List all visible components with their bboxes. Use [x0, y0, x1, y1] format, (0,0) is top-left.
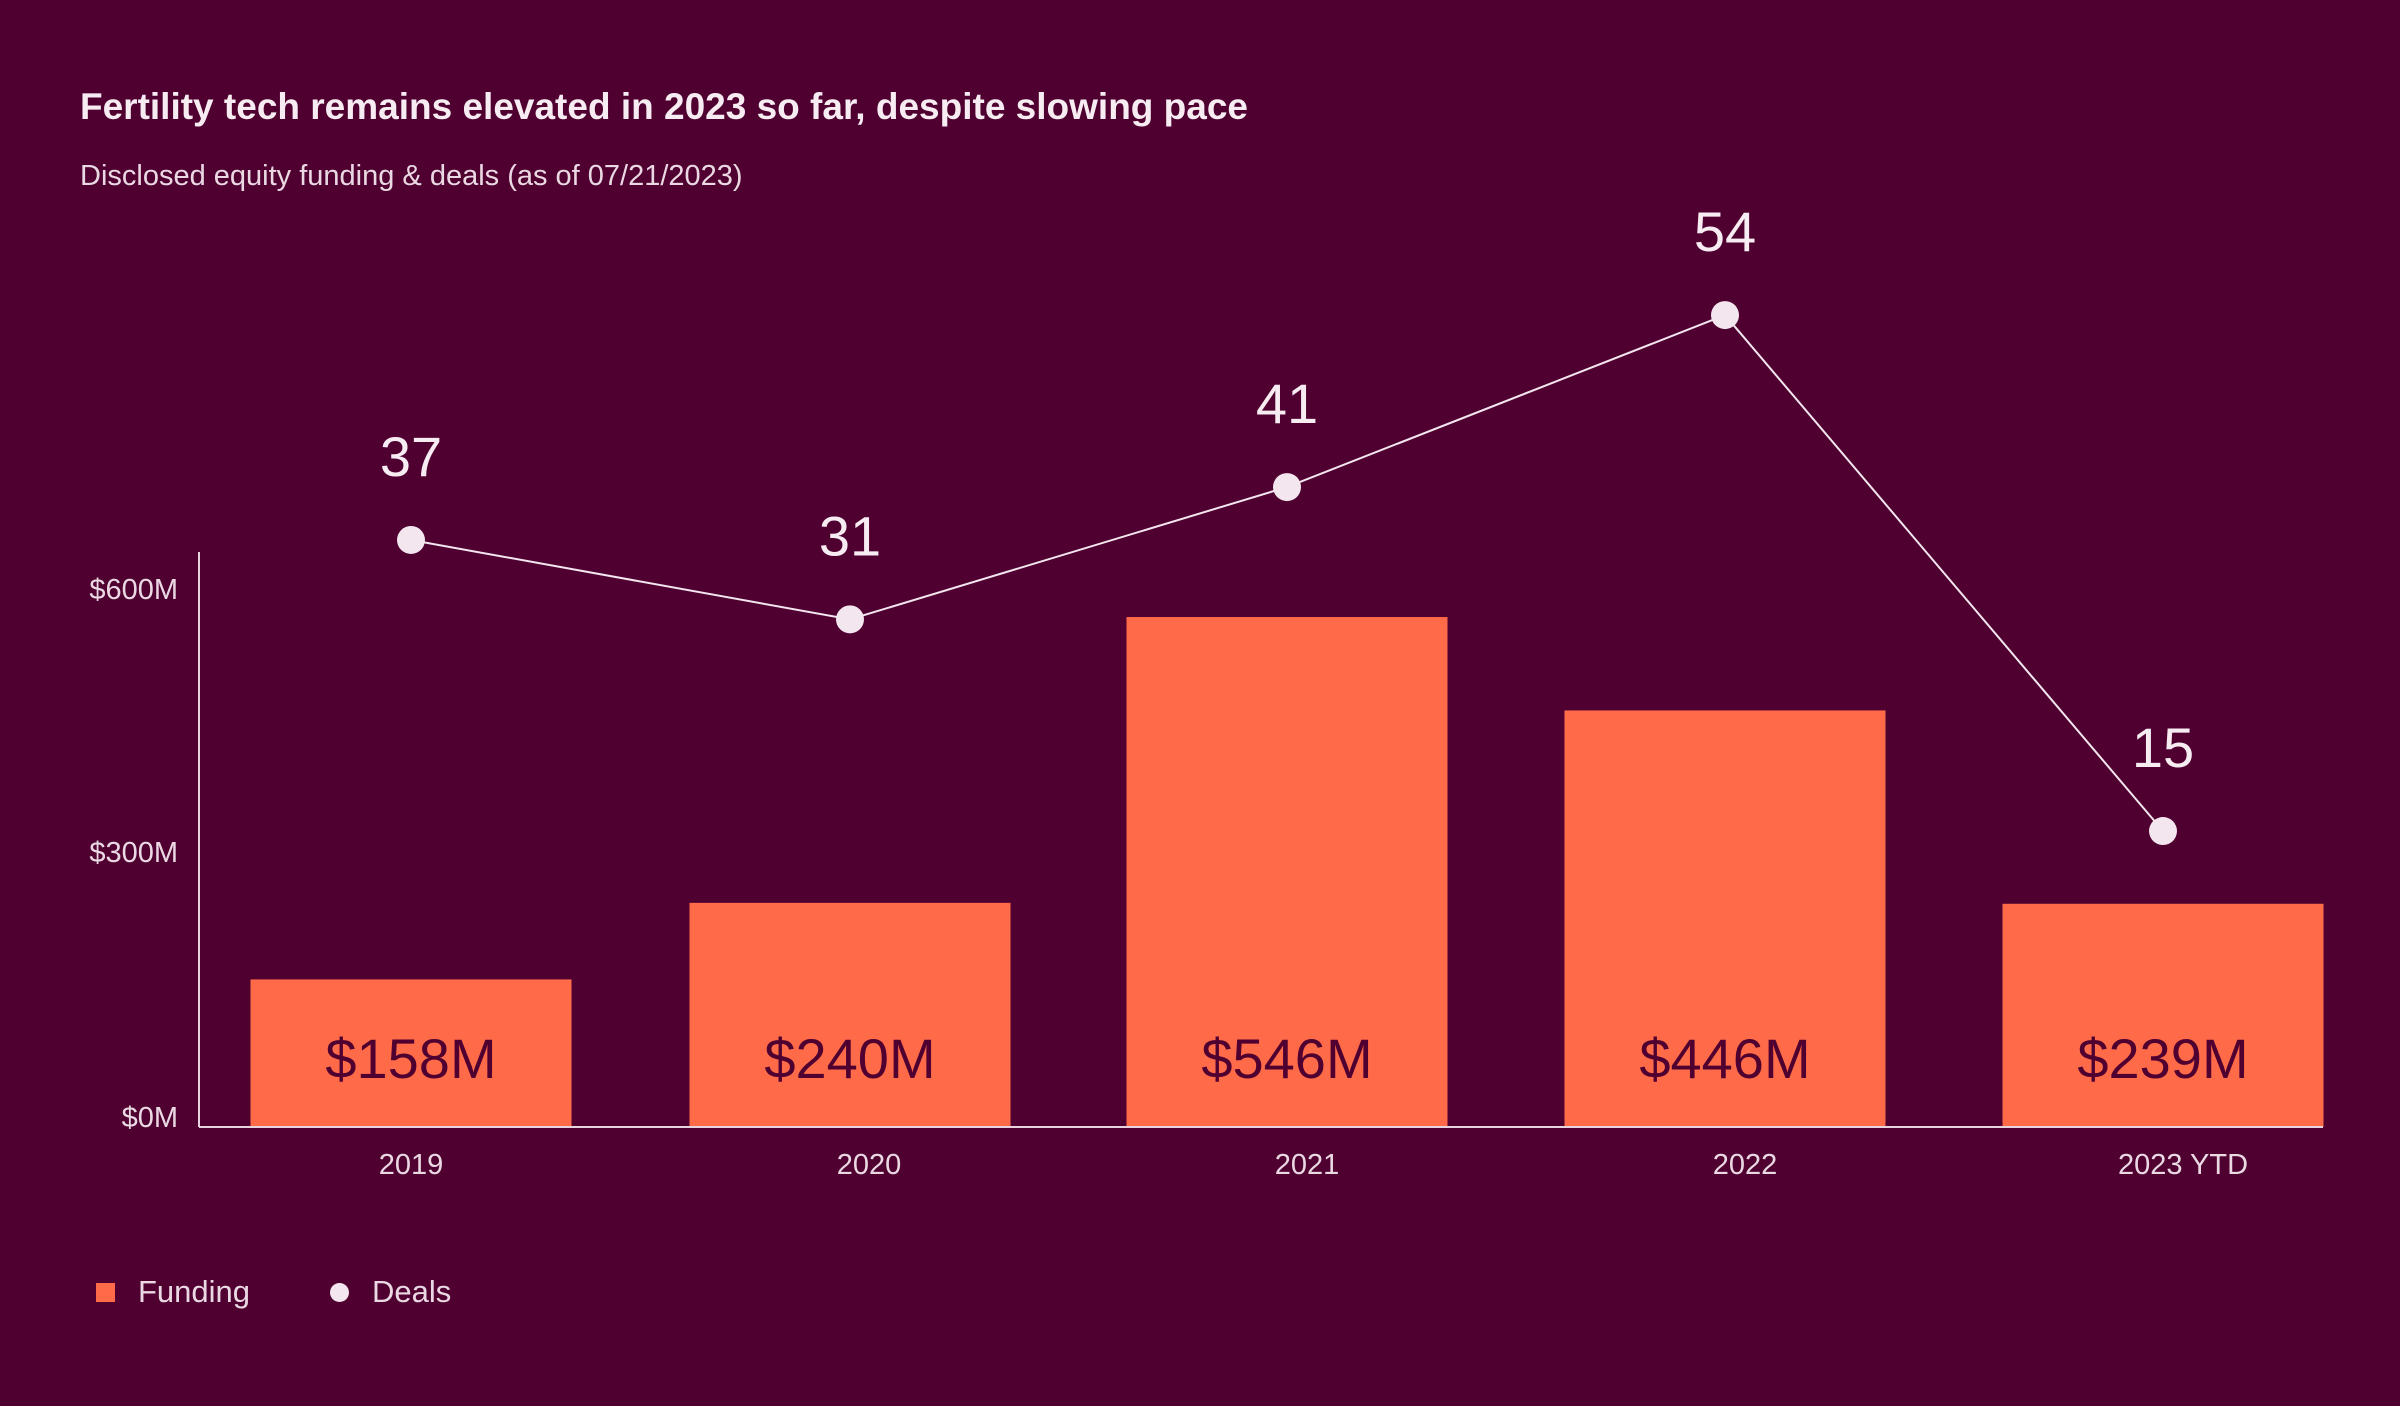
deals-point [2149, 817, 2177, 846]
x-tick-label: 2021 [1275, 1149, 1340, 1181]
bar-value-label: $239M [2077, 1027, 2248, 1090]
x-tick-label: 2019 [379, 1149, 444, 1181]
x-tick-label: 2023 YTD [2118, 1149, 2248, 1181]
deals-point [397, 525, 425, 554]
x-tick-label: 2020 [837, 1149, 902, 1181]
legend-funding-swatch [96, 1282, 115, 1302]
bar-value-label: $240M [764, 1027, 935, 1090]
deals-value-label: 41 [1256, 372, 1318, 435]
deals-value-label: 15 [2132, 716, 2194, 779]
bar-2019 [250, 979, 572, 1127]
y-tick-label: $600M [89, 574, 178, 606]
legend-deals-label: Deals [372, 1274, 452, 1309]
deals-point [836, 605, 864, 634]
legend: Funding Deals [96, 1274, 451, 1310]
bar-2023-YTD [2002, 903, 2324, 1127]
deals-point [1711, 301, 1739, 330]
bar-2020 [689, 902, 1011, 1127]
deals-value-label: 54 [1694, 200, 1756, 263]
legend-funding-label: Funding [138, 1274, 251, 1309]
x-tick-label: 2022 [1713, 1149, 1778, 1181]
bar-value-label: $546M [1201, 1027, 1372, 1090]
chart-title: Fertility tech remains elevated in 2023 … [80, 86, 1249, 127]
bar-value-label: $158M [325, 1027, 496, 1090]
y-tick-label: $300M [89, 837, 178, 869]
deals-value-label: 37 [380, 425, 442, 488]
bar-2021 [1126, 617, 1448, 1127]
bar-value-label: $446M [1639, 1027, 1810, 1090]
y-tick-label: $0M [122, 1102, 178, 1134]
chart-subtitle: Disclosed equity funding & deals (as of … [80, 160, 743, 192]
deals-value-label: 31 [819, 504, 881, 567]
legend-deals-marker [330, 1282, 350, 1302]
deals-point [1273, 473, 1301, 502]
bar-2022 [1564, 710, 1886, 1127]
